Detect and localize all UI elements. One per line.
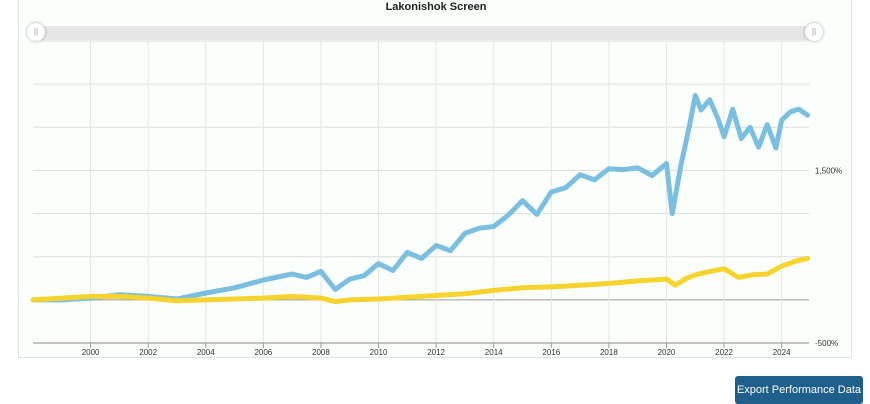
grid-lines bbox=[33, 40, 809, 344]
y-tick-label: -500% bbox=[815, 339, 838, 348]
chart-title: Lakonishok Screen bbox=[385, 1, 487, 13]
series-line-blue bbox=[30, 92, 811, 303]
x-tick-label: 2008 bbox=[312, 348, 330, 357]
chart-panel: Lakonishok Screen || || 2000 2002 2004 2006… bbox=[18, 0, 852, 358]
x-axis-ticks: 2000 2002 2004 2006 2008 2010 2012 2014 2016 2018… bbox=[33, 342, 809, 357]
x-tick-label: 2006 bbox=[254, 348, 272, 357]
x-tick-label: 2024 bbox=[773, 348, 791, 357]
x-tick-label: 2016 bbox=[542, 348, 560, 357]
series-line-yellow bbox=[30, 255, 811, 305]
x-tick-label: 2004 bbox=[197, 348, 215, 357]
y-axis-ticks: 1,500% -500% bbox=[815, 166, 842, 348]
range-handle-right[interactable]: || bbox=[805, 23, 823, 41]
series-lines bbox=[30, 92, 811, 305]
range-scrollbar[interactable]: || || bbox=[27, 23, 823, 41]
range-handle-left[interactable]: || bbox=[27, 23, 45, 41]
x-tick-label: 2014 bbox=[485, 348, 503, 357]
x-tick-label: 2002 bbox=[139, 348, 157, 357]
x-tick-label: 2022 bbox=[715, 348, 733, 357]
y-tick-label: 1,500% bbox=[815, 166, 842, 175]
x-tick-label: 2018 bbox=[600, 348, 618, 357]
x-tick-label: 2020 bbox=[658, 348, 676, 357]
export-performance-data-button[interactable]: Export Performance Data bbox=[735, 376, 863, 404]
line-chart: 2000 2002 2004 2006 2008 2010 2012 2014 2016 2018… bbox=[30, 40, 842, 357]
x-tick-label: 2010 bbox=[370, 348, 388, 357]
x-tick-label: 2012 bbox=[427, 348, 445, 357]
x-tick-label: 2000 bbox=[82, 348, 100, 357]
